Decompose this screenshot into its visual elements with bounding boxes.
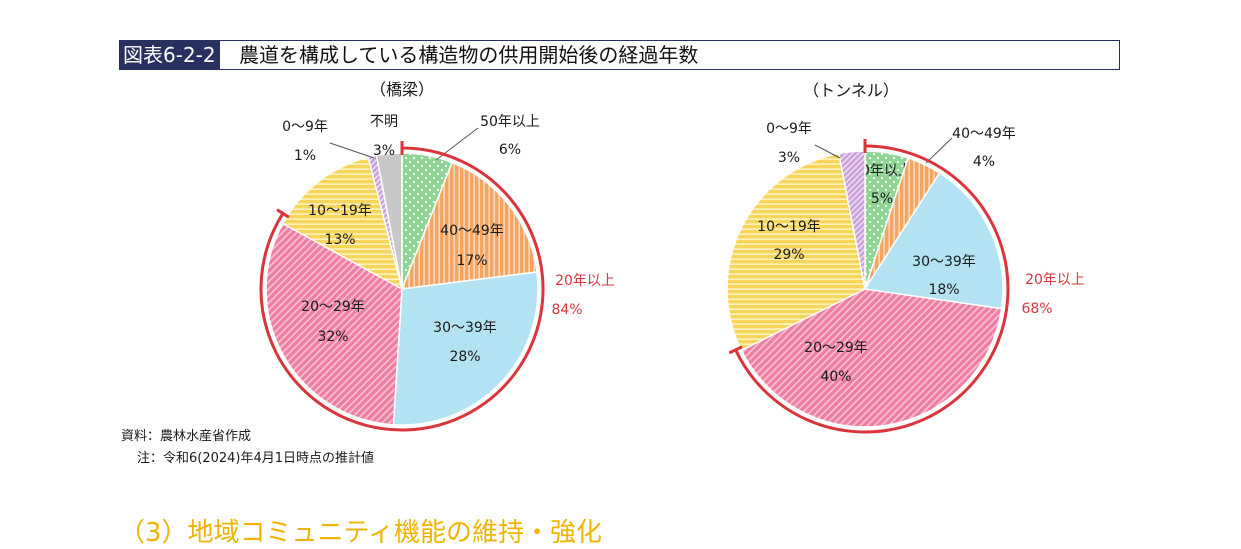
bracket-label: 20年以上 bbox=[555, 273, 615, 289]
pie-slice bbox=[740, 288, 1003, 428]
slice-percent: 3% bbox=[778, 150, 800, 166]
leader-line bbox=[329, 142, 375, 159]
slice-percent: 6% bbox=[499, 142, 521, 158]
pie-slice bbox=[265, 222, 403, 426]
leader-line bbox=[814, 144, 841, 159]
bracket-percent: 84% bbox=[551, 302, 582, 318]
slice-percent: 18% bbox=[928, 282, 959, 298]
slice-percent: 3% bbox=[373, 143, 395, 159]
slice-percent: 1% bbox=[294, 148, 316, 164]
pie-slice bbox=[726, 152, 866, 352]
slice-label: 40～49年 bbox=[440, 223, 504, 239]
slice-label: 30～39年 bbox=[433, 320, 497, 336]
footnote: 注：令和6(2024)年4月1日時点の推計値 bbox=[137, 451, 375, 466]
chart-subtitle: （トンネル） bbox=[803, 81, 899, 100]
slice-percent: 28% bbox=[449, 349, 480, 365]
pie-charts: （橋梁） 50年以上 6% 40～49年 17% 30～39年 28% 20～29年 32% 10… bbox=[259, 80, 1085, 434]
slice-label: 10～19年 bbox=[757, 219, 821, 235]
slice-label: 20～29年 bbox=[301, 299, 365, 315]
bracket-label: 20年以上 bbox=[1025, 272, 1085, 288]
bracket-arc bbox=[259, 146, 545, 432]
source-note: 資料：農林水産省作成 bbox=[121, 429, 252, 444]
pie-slice bbox=[400, 161, 538, 290]
figure-tag: 図表6-2-2 bbox=[120, 41, 220, 69]
slice-label: 0～9年 bbox=[282, 119, 328, 135]
slice-label: 20～29年 bbox=[804, 340, 868, 356]
pie-tunnels: （トンネル） 50年以上 5% 40～49年 4% 30～39年 18% 20～29年 40% 1… bbox=[726, 81, 1085, 434]
slice-label: 50年以上 bbox=[480, 114, 540, 130]
slice-label: 0～9年 bbox=[766, 121, 812, 137]
bracket-percent: 68% bbox=[1021, 301, 1052, 317]
slice-label: 50年以上 bbox=[852, 163, 912, 179]
slice-percent: 5% bbox=[871, 191, 893, 207]
figure-title: 農道を構成している構造物の供用開始後の経過年数 bbox=[239, 43, 699, 67]
slice-percent: 13% bbox=[324, 232, 355, 248]
slice-percent: 32% bbox=[317, 329, 348, 345]
slice-label: 10～19年 bbox=[308, 203, 372, 219]
bracket-tick bbox=[728, 345, 743, 355]
figure-title-box: 図表6-2-2 農道を構成している構造物の供用開始後の経過年数 bbox=[119, 40, 1120, 70]
pie-slice bbox=[281, 156, 404, 291]
slice-percent: 40% bbox=[820, 369, 851, 385]
chart-subtitle: （橋梁） bbox=[370, 80, 434, 99]
leader-line bbox=[925, 137, 953, 164]
slice-percent: 29% bbox=[773, 247, 804, 263]
pie-bridges: （橋梁） 50年以上 6% 40～49年 17% 30～39年 28% 20～29年 32% 10… bbox=[259, 80, 615, 432]
bracket-arc bbox=[734, 144, 1010, 434]
slice-label: 不明 bbox=[370, 114, 398, 130]
bracket-tick bbox=[276, 208, 290, 219]
chart-notes: 資料：農林水産省作成 注：令和6(2024)年4月1日時点の推計値 bbox=[121, 426, 374, 470]
pie-slice bbox=[863, 171, 1004, 310]
slice-percent: 17% bbox=[456, 253, 487, 269]
slice-label: 30～39年 bbox=[912, 254, 976, 270]
slice-percent: 4% bbox=[973, 154, 995, 170]
slice-label: 40～49年 bbox=[952, 126, 1016, 142]
next-section-heading: （3）地域コミュニティ機能の維持・強化 bbox=[119, 518, 602, 548]
pie-slice bbox=[392, 271, 539, 426]
